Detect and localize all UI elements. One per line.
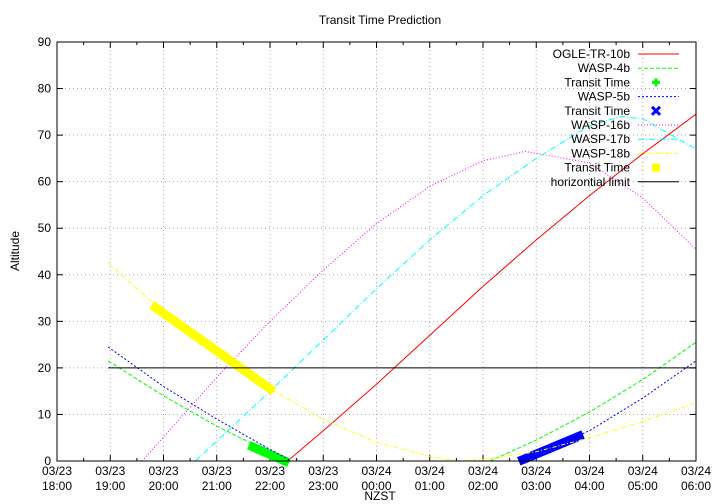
x-tick-label-time: 05:00 (628, 479, 658, 493)
plot-border (56, 41, 697, 462)
x-tick-label-time: 00:00 (361, 479, 391, 493)
series-ogle-tr-10b-line (287, 113, 697, 462)
x-tick-label-date: 03/24 (628, 464, 658, 478)
y-tick-label: 40 (38, 268, 52, 282)
x-tick-label-date: 03/23 (255, 464, 285, 478)
legend-label: WASP-5b (578, 90, 631, 104)
series-transit-time-markers (247, 441, 291, 467)
x-tick-label-time: 22:00 (255, 479, 285, 493)
x-tick-label-date: 03/23 (308, 464, 338, 478)
series-wasp-5b-line (107, 346, 292, 462)
x-tick-label-date: 03/24 (574, 464, 604, 478)
x-tick-label-time: 19:00 (95, 479, 125, 493)
y-tick-label: 80 (38, 82, 52, 96)
x-tick-label-date: 03/23 (148, 464, 178, 478)
legend-label: horizontial limit (551, 175, 631, 189)
series-wasp-4b-line (489, 341, 697, 462)
series-wasp-17b-line (195, 115, 697, 462)
y-tick-label: 20 (38, 361, 52, 375)
legend-label: WASP-18b (571, 146, 630, 160)
x-tick-label-date: 03/24 (415, 464, 445, 478)
legend-label: WASP-16b (571, 118, 630, 132)
x-tick-label-time: 23:00 (308, 479, 338, 493)
x-tick-label-date: 03/24 (468, 464, 498, 478)
x-tick-label-date: 03/23 (202, 464, 232, 478)
x-tick-label-time: 18:00 (42, 479, 72, 493)
x-tick-label-date: 03/24 (681, 464, 711, 478)
x-tick-label-time: 03:00 (521, 479, 551, 493)
legend-marker-plus-icon (652, 78, 660, 87)
y-tick-label: 0 (44, 454, 51, 468)
x-tick-label-date: 03/24 (521, 464, 551, 478)
x-tick-label-date: 03/24 (361, 464, 391, 478)
legend-marker-cross-icon (650, 105, 662, 116)
y-tick-label: 50 (38, 221, 52, 235)
x-tick-label-date: 03/23 (42, 464, 72, 478)
x-tick-label-time: 21:00 (202, 479, 232, 493)
legend-label: Transit Time (564, 161, 630, 175)
x-axis-label: NZST (364, 489, 396, 503)
series-transit-time-markers (517, 430, 585, 466)
y-tick-label: 90 (38, 35, 52, 49)
y-tick-label: 10 (38, 407, 52, 421)
legend-label: Transit Time (564, 104, 630, 118)
y-tick-label: 60 (38, 175, 52, 189)
y-tick-label: 70 (38, 128, 52, 142)
series-transit-time-markers (149, 301, 277, 396)
legend-marker-square-icon (652, 163, 660, 172)
series-wasp-4b-line (107, 360, 286, 462)
y-axis-label: Altitude (8, 231, 22, 271)
legend-label: WASP-4b (578, 61, 631, 75)
x-tick-label-time: 01:00 (415, 479, 445, 493)
x-tick-label-time: 02:00 (468, 479, 498, 493)
legend-label: Transit Time (564, 75, 630, 89)
chart-title: Transit Time Prediction (319, 13, 441, 27)
x-tick-label-time: 04:00 (574, 479, 604, 493)
series-wasp-18b-line (107, 262, 697, 462)
x-tick-label-date: 03/23 (95, 464, 125, 478)
y-tick-label: 30 (38, 314, 52, 328)
legend-label: WASP-17b (571, 132, 630, 146)
x-tick-label-time: 20:00 (148, 479, 178, 493)
legend-label: OGLE-TR-10b (553, 47, 631, 61)
x-tick-label-time: 06:00 (681, 479, 711, 493)
